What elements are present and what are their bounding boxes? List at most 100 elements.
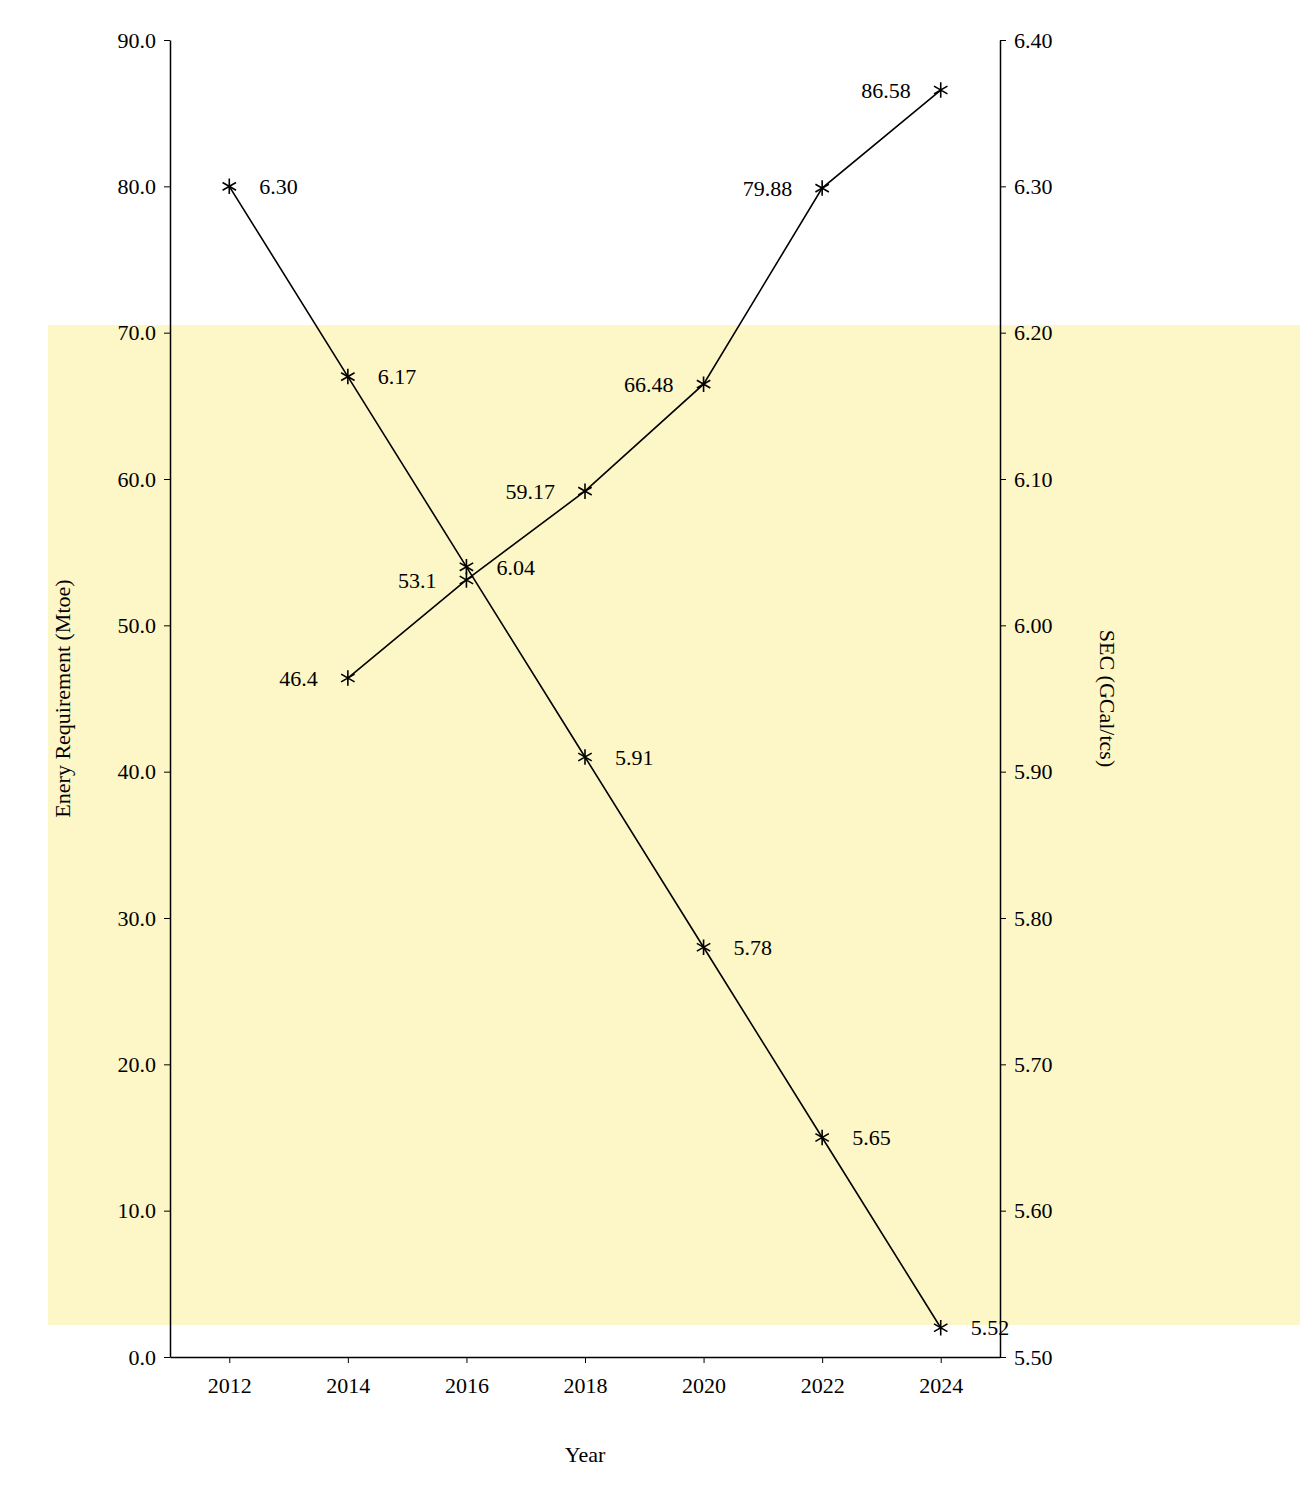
tick-label: 10.0 [118, 1198, 157, 1223]
y-axis: 0.0 10.0 20.0 30.0 40.0 50.0 60.0 70.0 80.0 90.0 [118, 28, 171, 1370]
tick: 60.0 [118, 467, 171, 492]
tick-mark [1000, 772, 1006, 773]
tick: 2020 [682, 1357, 726, 1398]
background [48, 325, 1300, 1325]
data-label: 86.58 [861, 78, 911, 103]
tick-mark [164, 772, 170, 773]
point [697, 376, 710, 392]
tick-mark [1000, 1064, 1006, 1065]
tick: 2012 [208, 1357, 252, 1398]
tick: 5.50 [1000, 1345, 1053, 1370]
data-label: 6.04 [496, 555, 535, 580]
tick-mark [164, 479, 170, 480]
tick: 90.0 [118, 28, 171, 53]
tick-mark [164, 1357, 170, 1358]
tick-mark [1000, 1357, 1006, 1358]
x-axis: 2012 2014 2016 2018 2020 2022 2024 [171, 1357, 1001, 1398]
tick-mark [348, 1357, 349, 1363]
tick: 6.30 [1000, 174, 1053, 199]
tick-mark [1000, 918, 1006, 919]
tick-mark [164, 1211, 170, 1212]
data-label: 5.78 [734, 935, 773, 960]
tick-label: 40.0 [118, 759, 157, 784]
point [934, 82, 947, 98]
tick-label: 60.0 [118, 467, 157, 492]
tick-label: 5.90 [1014, 759, 1053, 784]
y-axis-title: Enery Requirement (Mtoe) [50, 579, 75, 817]
tick-label: 6.40 [1014, 28, 1053, 53]
tick-label: 2012 [208, 1373, 252, 1398]
tick-label: 6.00 [1014, 613, 1053, 638]
point [223, 179, 236, 195]
tick: 6.40 [1000, 28, 1053, 53]
data-label: 5.65 [852, 1125, 891, 1150]
data-label: 6.30 [259, 174, 298, 199]
data-label: 46.4 [279, 666, 318, 691]
point [578, 749, 591, 765]
point [460, 559, 473, 575]
tick: 80.0 [118, 174, 171, 199]
data-label: 5.52 [971, 1315, 1010, 1340]
data-label: 66.48 [624, 372, 674, 397]
tick-label: 80.0 [118, 174, 157, 199]
tick-label: 5.50 [1014, 1345, 1053, 1370]
tick-label: 2020 [682, 1373, 726, 1398]
tick-label: 2022 [801, 1373, 845, 1398]
chart: 2012 2014 2016 2018 2020 2022 2024 0.0 10.0 20.0 3… [0, 0, 1307, 1507]
tick-mark [1000, 625, 1006, 626]
tick: 6.20 [1000, 320, 1053, 345]
tick: 50.0 [118, 613, 171, 638]
point [341, 670, 354, 686]
tick-mark [164, 1064, 170, 1065]
tick-label: 5.70 [1014, 1052, 1053, 1077]
point [578, 483, 591, 499]
tick: 5.90 [1000, 759, 1053, 784]
tick-label: 6.10 [1014, 467, 1053, 492]
tick: 2022 [801, 1357, 845, 1398]
tick-label: 70.0 [118, 320, 157, 345]
tick-label: 30.0 [118, 906, 157, 931]
tick-mark [1000, 333, 1006, 334]
tick-label: 50.0 [118, 613, 157, 638]
axis-line [170, 41, 172, 1358]
tick-label: 5.60 [1014, 1198, 1053, 1223]
y2-axis-title: SEC (GCal/tcs) [1095, 630, 1120, 768]
tick-label: 2016 [445, 1373, 489, 1398]
tick: 2016 [445, 1357, 489, 1398]
tick-mark [164, 333, 170, 334]
tick-label: 5.80 [1014, 906, 1053, 931]
series-line [348, 90, 941, 678]
tick: 0.0 [129, 1345, 171, 1370]
tick: 5.70 [1000, 1052, 1053, 1077]
tick-mark [585, 1357, 586, 1363]
tick: 5.60 [1000, 1198, 1053, 1223]
tick: 10.0 [118, 1198, 171, 1223]
tick: 30.0 [118, 906, 171, 931]
x-axis-title: Year [565, 1442, 606, 1467]
series-line [229, 186, 940, 1327]
tick: 70.0 [118, 320, 171, 345]
axis-line [1000, 41, 1002, 1358]
tick-label: 2024 [919, 1373, 963, 1398]
tick-mark [704, 1357, 705, 1363]
data-label: 53.1 [398, 568, 437, 593]
point [934, 1320, 947, 1336]
data-label: 5.91 [615, 745, 654, 770]
tick-mark [1000, 1211, 1006, 1212]
tick: 2018 [564, 1357, 608, 1398]
tick-mark [1000, 479, 1006, 480]
point [697, 939, 710, 955]
tick-mark [164, 625, 170, 626]
data-label: 79.88 [743, 176, 793, 201]
point [815, 1130, 828, 1146]
tick: 20.0 [118, 1052, 171, 1077]
data-labels: 46.453.159.1766.4879.8886.586.306.176.04… [259, 78, 1009, 1341]
tick-mark [466, 1357, 467, 1363]
plot-marks [223, 82, 948, 1335]
tick-mark [229, 1357, 230, 1363]
tick-label: 2014 [326, 1373, 370, 1398]
tick-mark [1000, 40, 1006, 41]
tick-label: 2018 [564, 1373, 608, 1398]
point [341, 369, 354, 385]
tick: 40.0 [118, 759, 171, 784]
